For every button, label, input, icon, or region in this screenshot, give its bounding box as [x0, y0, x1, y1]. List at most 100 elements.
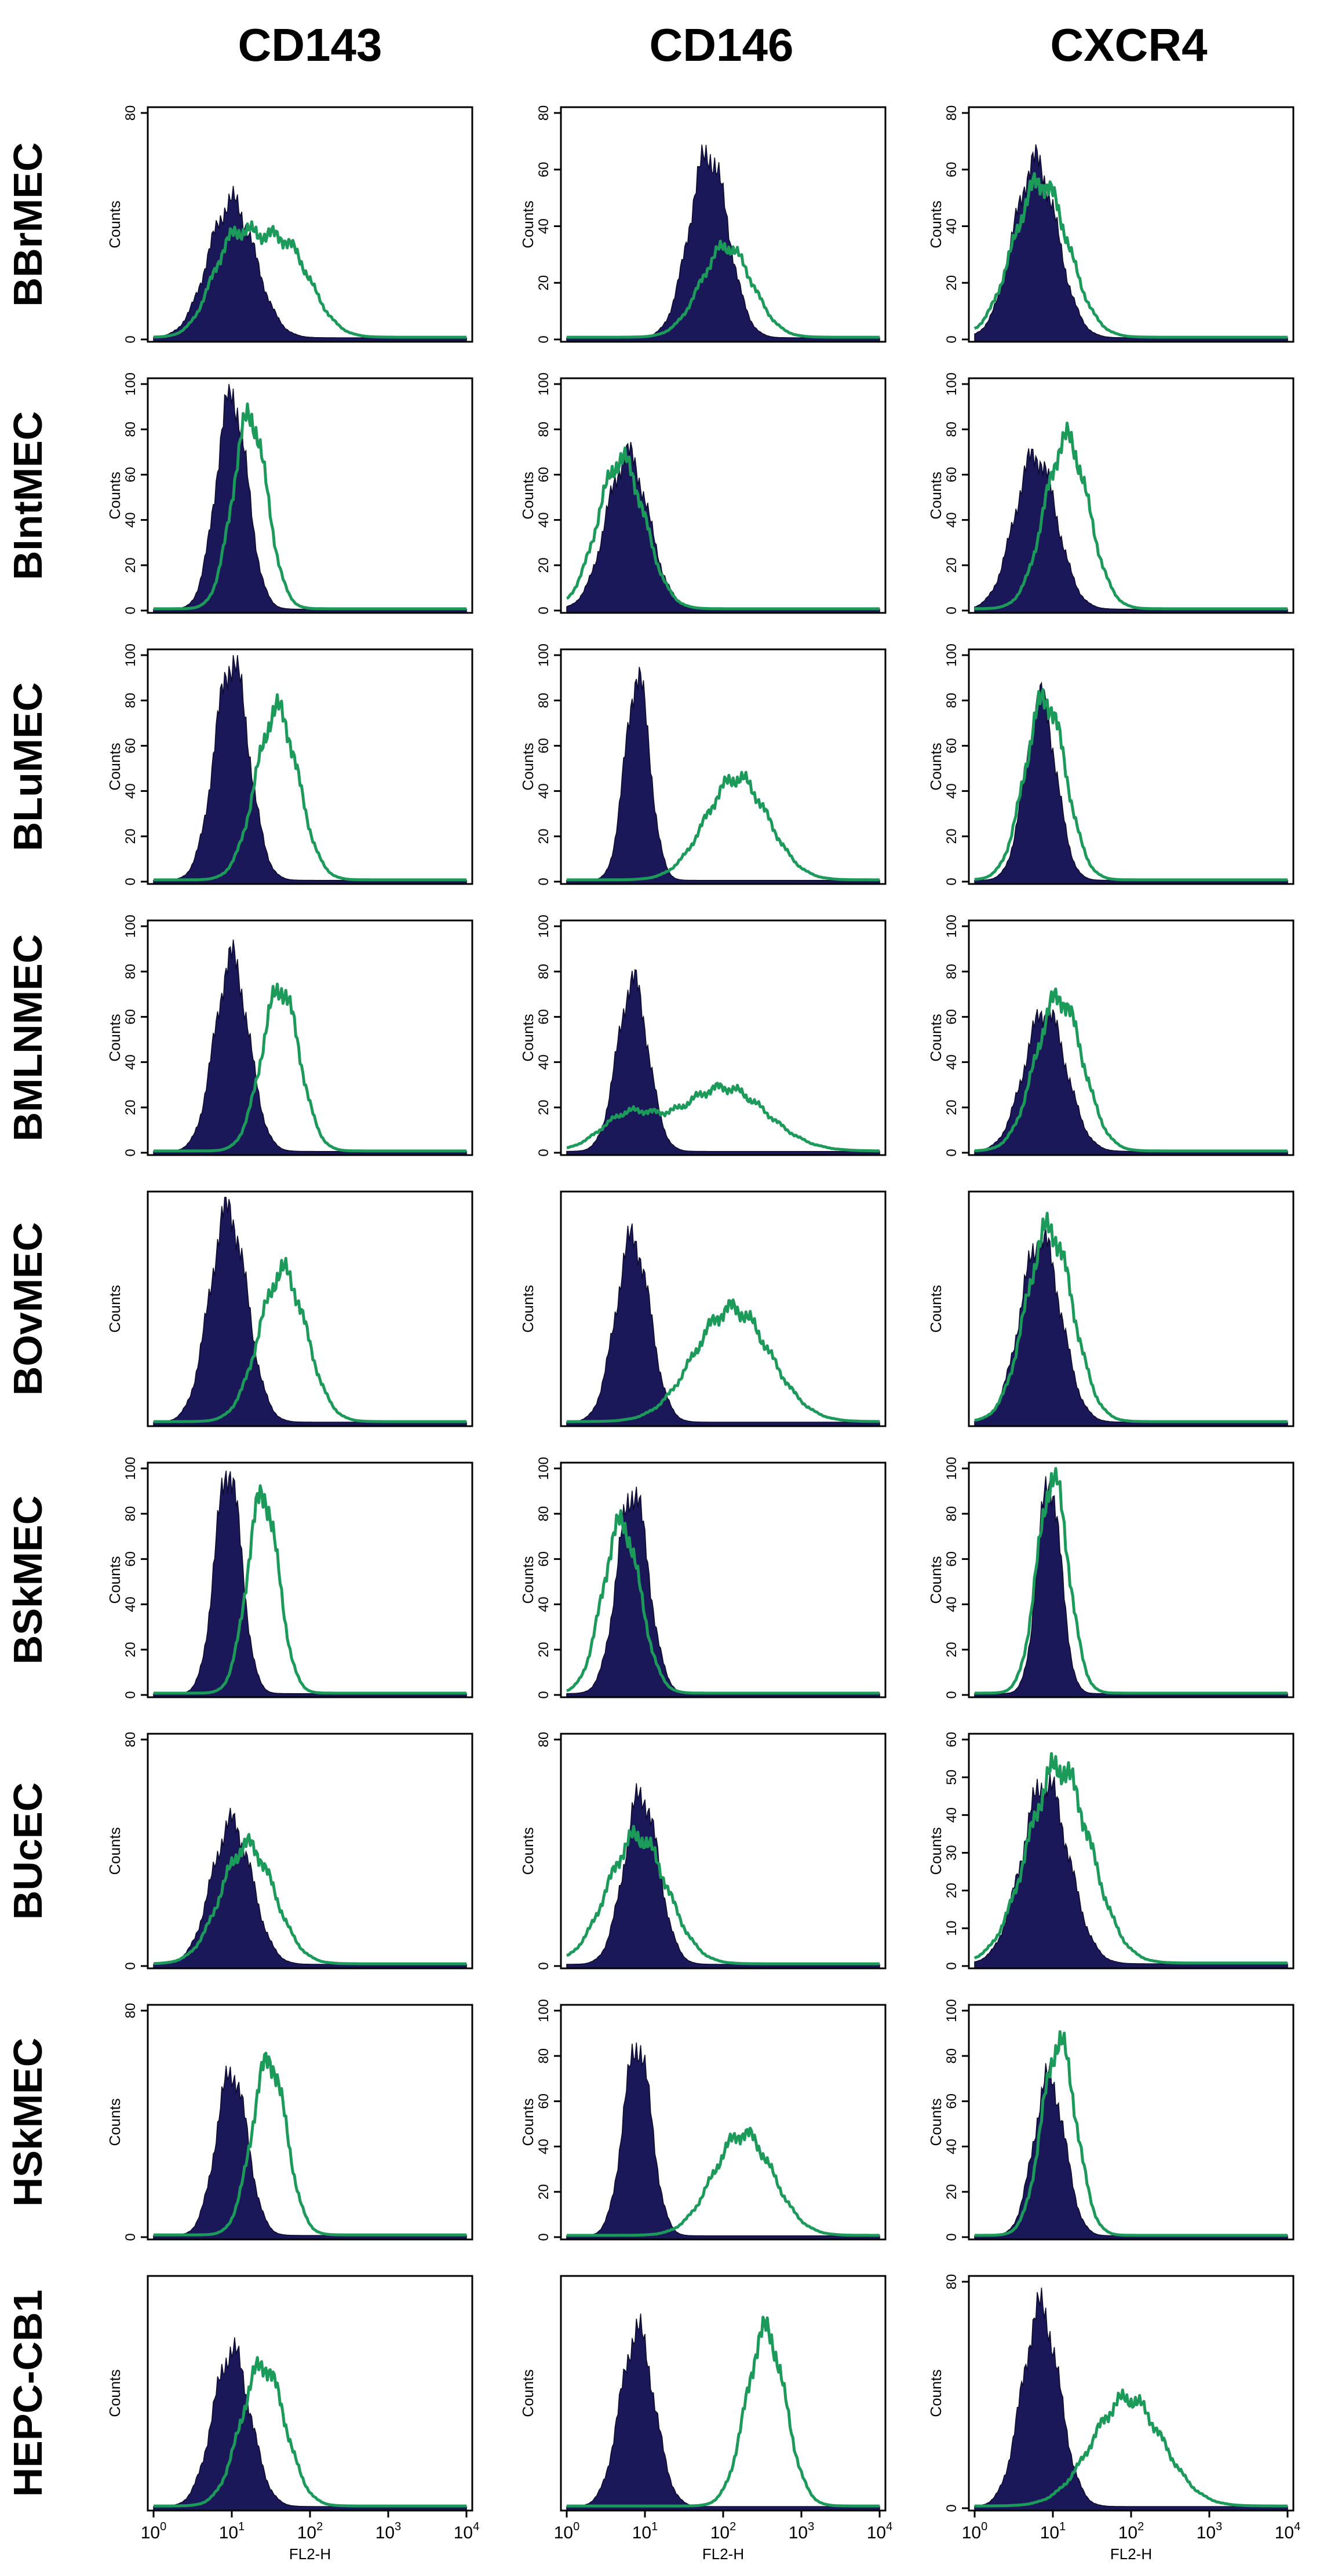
stain-histogram	[154, 1833, 466, 1965]
panel-frame	[147, 106, 473, 343]
y-axis-label: Counts	[519, 1014, 537, 1061]
stain-histogram	[973, 172, 1288, 339]
y-tick-label: 0	[536, 1691, 552, 1698]
y-tick-label: 40	[944, 512, 960, 528]
y-tick-label: 80	[536, 693, 552, 708]
isotype-histogram	[153, 1197, 467, 1427]
y-axis-label: Counts	[106, 743, 123, 790]
stain-histogram	[154, 982, 466, 1153]
y-tick-label: 20	[536, 275, 552, 291]
y-axis-label: Counts	[519, 472, 537, 519]
y-tick-label: 40	[944, 1054, 960, 1070]
y-tick-label: 40	[944, 1596, 960, 1612]
panel-frame	[147, 1733, 473, 1970]
isotype-histogram	[566, 144, 880, 342]
y-tick-label: 0	[123, 1962, 138, 1970]
panel-frame	[968, 1190, 1295, 1427]
histogram-panel-blumec-cd146: 100 80 60 40 20 0 Counts	[519, 644, 887, 886]
row-bintmec: BIntMEC 100 80 60 40 20 0 Counts 100 80 60 40 20 0 Cou…	[5, 372, 1295, 615]
row-bbrmec: BBrMEC 80 0 Counts 80 60 40 20 0 Counts 80 60 40 20 0 C…	[5, 105, 1295, 344]
y-tick-label: 60	[123, 1009, 138, 1025]
y-tick-label: 20	[944, 828, 960, 844]
y-tick-label: 0	[944, 1149, 960, 1156]
row-label: BBrMEC	[5, 142, 50, 307]
y-axis-label: Counts	[927, 200, 945, 248]
y-tick-label: 0	[123, 606, 138, 614]
histogram-panel-bskmec-cd146: 100 80 60 40 20 0 Counts	[519, 1457, 887, 1699]
histogram-panel-bovmec-cxcr4: Counts	[927, 1190, 1295, 1427]
histogram-panel-bintmec-cd143: 100 80 60 40 20 0 Counts	[106, 372, 473, 615]
panel-frame	[560, 106, 887, 343]
stain-histogram	[154, 2356, 466, 2508]
isotype-histogram	[153, 185, 467, 342]
stain-histogram	[567, 1298, 880, 1423]
y-axis-label: Counts	[519, 1556, 537, 1603]
x-tick-label: 102	[1118, 2520, 1144, 2542]
y-axis-label: Counts	[519, 200, 537, 248]
y-tick-label: 100	[536, 1457, 552, 1480]
y-tick-label: 100	[536, 372, 552, 396]
panel-frame	[147, 1190, 473, 1427]
stain-histogram	[974, 1211, 1288, 1423]
x-tick-label: 100	[554, 2520, 580, 2542]
y-tick-label: 40	[123, 1596, 138, 1612]
histogram-panel-bovmec-cd146: Counts	[519, 1190, 887, 1427]
y-tick-label: 60	[536, 467, 552, 483]
panel-frame	[968, 1733, 1295, 1970]
isotype-histogram	[153, 1807, 467, 1969]
panel-frame	[968, 919, 1295, 1156]
y-tick-label: 80	[536, 422, 552, 437]
stain-histogram	[567, 2315, 880, 2508]
y-axis-label: Counts	[519, 1827, 537, 1875]
panel-frame	[968, 377, 1295, 614]
y-tick-label: 20	[944, 557, 960, 573]
x-tick-label: 101	[1040, 2520, 1066, 2542]
stain-histogram	[154, 2051, 466, 2237]
y-axis-label: Counts	[927, 472, 945, 519]
isotype-histogram	[974, 144, 1288, 342]
panel-frame	[968, 106, 1295, 343]
y-tick-label: 40	[944, 783, 960, 799]
histogram-panel-bskmec-cd143: 100 80 60 40 20 0 Counts	[106, 1457, 473, 1699]
stain-histogram	[975, 2388, 1288, 2508]
row-label: BSkMEC	[5, 1496, 50, 1665]
y-tick-label: 20	[536, 828, 552, 844]
y-tick-label: 0	[944, 606, 960, 614]
y-tick-label: 100	[536, 644, 552, 667]
y-tick-label: 80	[944, 2048, 960, 2064]
isotype-histogram	[153, 383, 467, 613]
x-tick-label: 100	[962, 2520, 988, 2542]
y-tick-label: 60	[944, 2093, 960, 2109]
row-blumec: BLuMEC 100 80 60 40 20 0 Counts 100 80 60 40 20 0 Coun…	[5, 644, 1295, 886]
y-tick-label: 20	[944, 275, 960, 291]
x-tick-label: 100	[141, 2520, 167, 2542]
stain-histogram	[567, 2126, 880, 2237]
panel-frame	[560, 377, 887, 614]
histogram-panel-bbrmec-cd143: 80 0 Counts	[106, 105, 473, 344]
stain-histogram	[154, 402, 466, 611]
y-tick-label: 100	[944, 644, 960, 667]
stain-histogram	[973, 1752, 1288, 1965]
row-label: BUcEC	[5, 1782, 50, 1920]
y-axis-label: Counts	[106, 2098, 123, 2146]
y-tick-label: 40	[536, 512, 552, 528]
y-tick-label: 20	[123, 1099, 138, 1115]
y-axis-label: Counts	[927, 1014, 945, 1061]
panel-frame	[560, 919, 887, 1156]
histogram-panel-bovmec-cd143: Counts	[106, 1190, 473, 1427]
isotype-histogram	[566, 1486, 880, 1698]
stain-histogram	[154, 1256, 466, 1423]
y-tick-label: 80	[944, 1506, 960, 1522]
histogram-panel-blumec-cd143: 100 80 60 40 20 0 Counts	[106, 644, 473, 886]
y-tick-label: 100	[123, 915, 138, 938]
panel-frame	[147, 1461, 473, 1698]
y-tick-label: 60	[944, 1551, 960, 1567]
y-tick-label: 100	[536, 1999, 552, 2022]
stain-histogram	[566, 446, 880, 611]
y-tick-label: 60	[536, 1551, 552, 1567]
x-tick-label: 103	[1197, 2520, 1223, 2542]
y-tick-label: 0	[944, 1962, 960, 1970]
y-tick-label: 100	[944, 915, 960, 938]
panel-frame	[147, 2275, 473, 2512]
y-tick-label: 80	[944, 422, 960, 437]
